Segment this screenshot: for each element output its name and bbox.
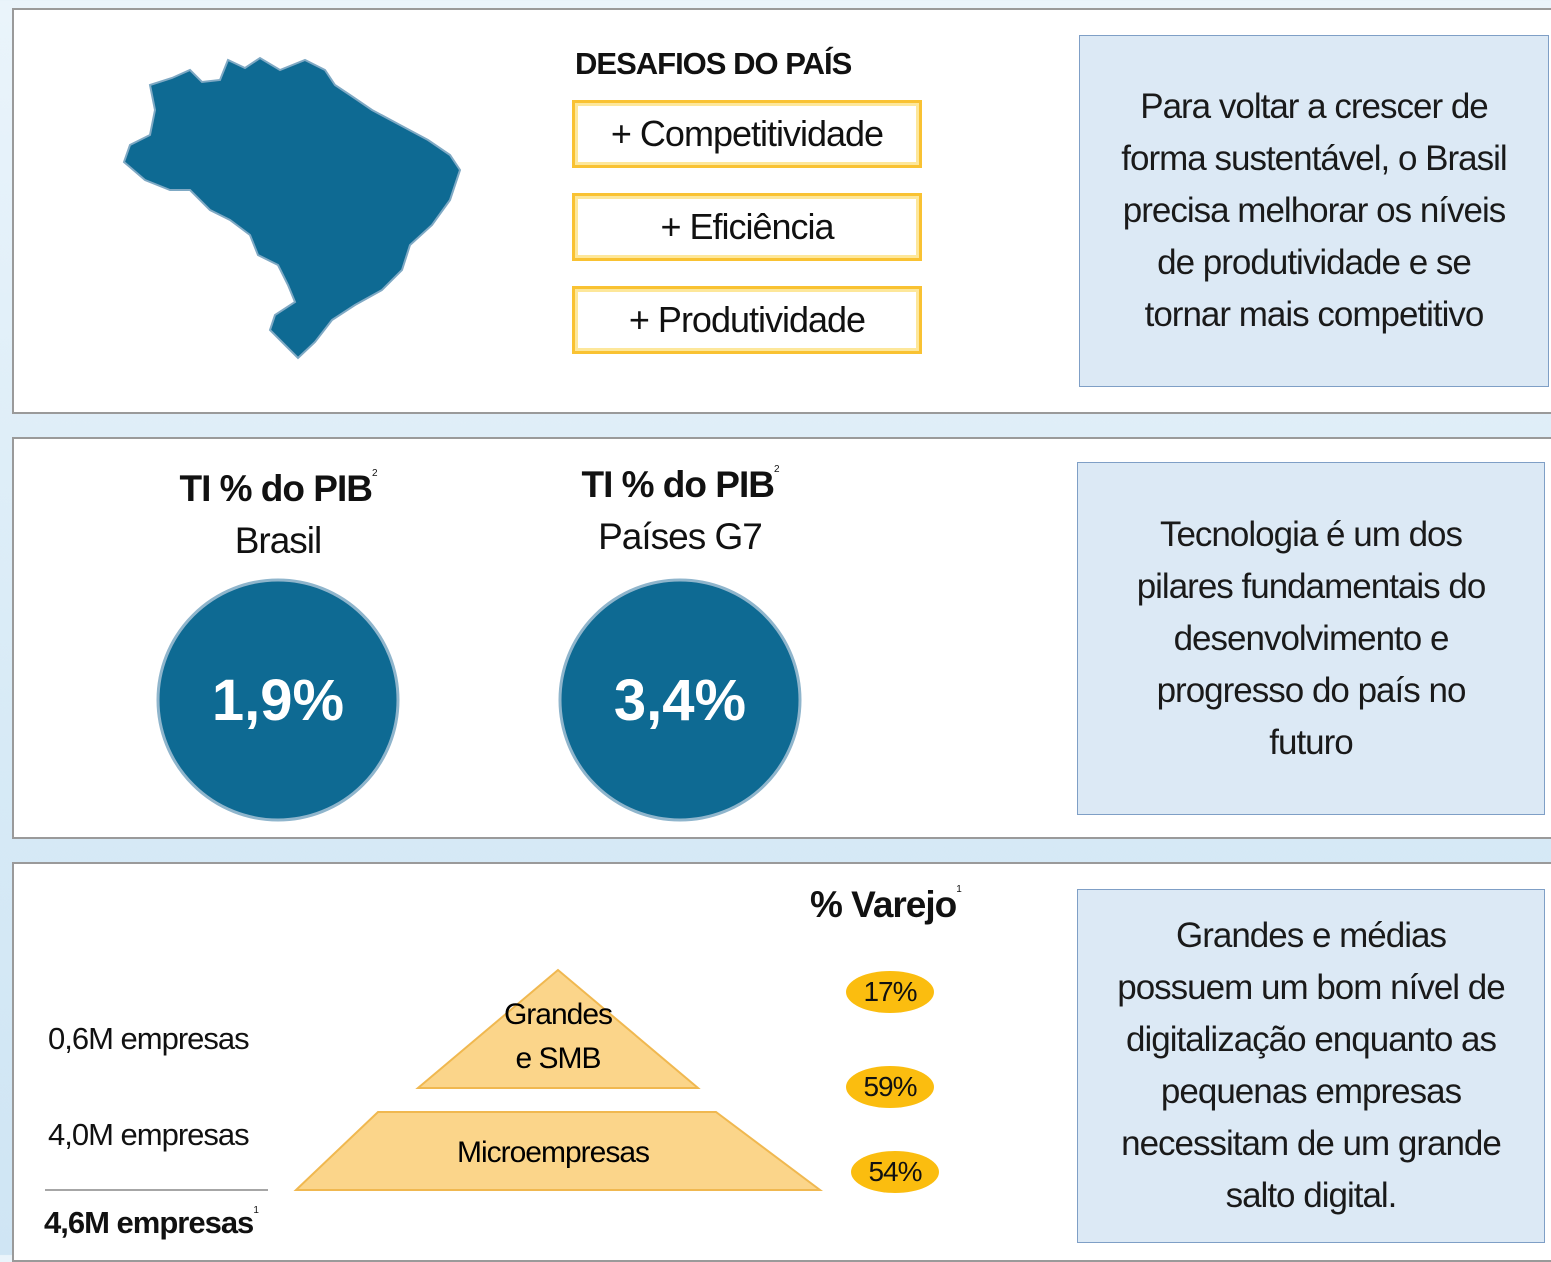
- count-label: 0,6M empresas: [48, 1021, 250, 1056]
- indicator-subtitle: Brasil: [234, 520, 323, 561]
- note-line: Grandes e médias: [1176, 916, 1447, 955]
- total-label: 4,6M empresas1: [44, 1205, 259, 1241]
- indicator-title: TI % do PIB2: [78, 468, 478, 510]
- pyramid-bottom: [293, 1111, 823, 1191]
- pyramid-label: Grandes: [504, 998, 612, 1031]
- challenge-item: + Eficiência: [572, 193, 922, 261]
- brazil-map: [122, 56, 462, 360]
- note-line: futuro: [1269, 722, 1353, 762]
- note-line: possuem um bom nível de: [1117, 968, 1505, 1007]
- footnote: 1: [253, 1205, 258, 1216]
- total-text: 4,6M empresas: [44, 1205, 254, 1240]
- retail-percentage: 59%: [846, 1066, 934, 1108]
- indicator-circle: [558, 578, 802, 822]
- retail-percentage: 54%: [851, 1151, 939, 1193]
- indicator-subtitle: Países G7: [598, 516, 763, 557]
- indicator-circle: [156, 578, 400, 822]
- challenge-item: + Competitividade: [572, 100, 922, 168]
- note-line: precisa melhorar os níveis: [1122, 191, 1506, 230]
- challenges-heading: DESAFIOS DO PAÍS: [575, 46, 852, 81]
- title-text: TI % do PIB: [179, 468, 372, 509]
- note-box: Para voltar a crescer de forma sustentáv…: [1079, 35, 1549, 387]
- pyramid-label: e SMB: [515, 1042, 600, 1075]
- indicator-value: 1,9%: [212, 668, 344, 733]
- pyramid-label: Microempresas: [457, 1136, 649, 1169]
- footnote: 2: [773, 464, 779, 475]
- indicator-circles: 1,9% 3,4%: [156, 578, 802, 822]
- note-box: Tecnologia é um dos pilares fundamentais…: [1077, 462, 1545, 815]
- note-line: pilares fundamentais do: [1136, 566, 1487, 606]
- note-line: necessitam de um grande: [1121, 1124, 1502, 1163]
- count-label: 4,0M empresas: [48, 1117, 250, 1152]
- pyramid-top: [415, 968, 701, 1089]
- title-text: TI % do PIB: [581, 464, 774, 505]
- footnote: 2: [371, 468, 377, 479]
- footnote: 1: [956, 884, 961, 895]
- note-line: tornar mais competitivo: [1144, 295, 1485, 334]
- indicator-title: TI % do PIB2: [480, 464, 880, 506]
- note-line: progresso do país no: [1156, 670, 1467, 710]
- note-line: de produtividade e se: [1157, 243, 1472, 282]
- indicator-value: 3,4%: [614, 668, 746, 733]
- note-line: digitalização enquanto as: [1125, 1020, 1497, 1059]
- note-line: salto digital.: [1225, 1176, 1398, 1215]
- retail-percentage: 17%: [846, 971, 934, 1013]
- pyramid: Grandes e SMB Microempresas: [45, 968, 823, 1191]
- note-line: desenvolvimento e: [1173, 618, 1450, 658]
- note-line: pequenas empresas: [1160, 1072, 1462, 1111]
- note-line: Tecnologia é um dos: [1159, 514, 1463, 554]
- retail-heading: % Varejo1: [810, 884, 962, 926]
- note-line: Para voltar a crescer de: [1140, 87, 1489, 126]
- note-box: Grandes e médias possuem um bom nível de…: [1077, 889, 1545, 1243]
- challenge-item: + Produtividade: [572, 286, 922, 354]
- note-line: forma sustentável, o Brasil: [1121, 139, 1507, 178]
- heading-text: % Varejo: [810, 884, 957, 925]
